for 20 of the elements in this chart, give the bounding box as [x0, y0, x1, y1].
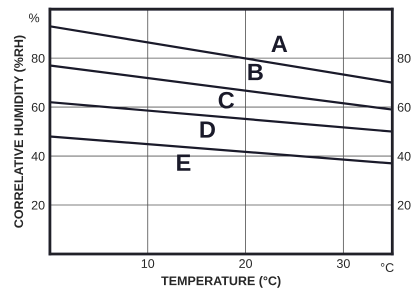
- y-tick-label: 80: [32, 54, 45, 63]
- annotation: C: [218, 92, 234, 109]
- y-tick-label: 40: [31, 152, 45, 161]
- annotation: E: [177, 154, 190, 171]
- x-tick-label: 30: [336, 259, 350, 268]
- y-tick-label: 60: [32, 102, 45, 112]
- annotation: A: [271, 36, 288, 52]
- y2-tick-label: 40: [397, 152, 411, 161]
- y2-tick-label: 80: [398, 54, 411, 63]
- text: °C: [380, 263, 394, 272]
- x-axis-title: TEMPERATURE (°C): [161, 276, 281, 288]
- text: %: [28, 14, 40, 22]
- y2-tick-label: 60: [398, 102, 411, 112]
- annotation: B: [248, 64, 263, 80]
- annotation: D: [200, 121, 215, 138]
- y2-tick-label: 20: [398, 200, 411, 210]
- x-tick-label: 20: [239, 259, 252, 268]
- x-tick-label: 10: [142, 259, 154, 268]
- y-axis-title: CORRELATIVE HUMIDITY (%RH): [14, 36, 26, 228]
- y-tick-label: 20: [32, 200, 45, 210]
